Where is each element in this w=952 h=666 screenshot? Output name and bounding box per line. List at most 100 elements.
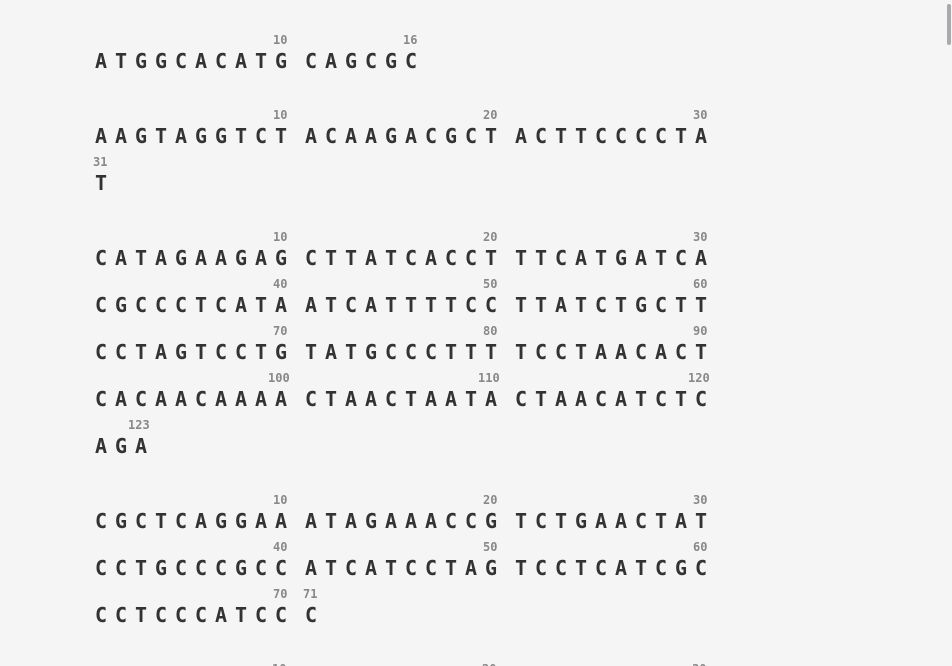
- nucleotide: T: [235, 603, 248, 627]
- nucleotide: C: [555, 556, 568, 580]
- position-label: 110: [478, 371, 500, 385]
- nucleotide: T: [695, 293, 708, 317]
- nucleotide: C: [385, 340, 398, 364]
- nucleotide: T: [155, 509, 168, 533]
- nucleotide: C: [425, 124, 438, 148]
- nucleotide: C: [535, 340, 548, 364]
- position-label: 50: [483, 277, 498, 291]
- nucleotide: A: [175, 387, 188, 411]
- nucleotide: A: [365, 124, 378, 148]
- nucleotide: A: [175, 124, 188, 148]
- nucleotide: T: [555, 124, 568, 148]
- nucleotide: A: [345, 124, 358, 148]
- sequence-line: 10 20 30: [95, 662, 895, 666]
- position-label: 10: [272, 662, 286, 666]
- nucleotide: C: [215, 556, 228, 580]
- nucleotide: C: [655, 124, 668, 148]
- nucleotide: G: [175, 340, 188, 364]
- nucleotide: G: [385, 124, 398, 148]
- nucleotide: C: [595, 387, 608, 411]
- nucleotide: G: [615, 246, 628, 270]
- nucleotide: G: [155, 556, 168, 580]
- nucleotide: G: [235, 509, 248, 533]
- nucleotide: C: [675, 340, 688, 364]
- nucleotide: T: [255, 49, 268, 73]
- position-label: 31: [93, 155, 108, 169]
- nucleotide: A: [255, 387, 268, 411]
- position-label: 16: [403, 33, 418, 47]
- nucleotide: C: [95, 246, 108, 270]
- nucleotide: A: [305, 509, 318, 533]
- nucleotide: A: [425, 509, 438, 533]
- nucleotide: A: [135, 434, 148, 458]
- nucleotide: G: [635, 293, 648, 317]
- nucleotide: A: [305, 556, 318, 580]
- nucleotide: C: [175, 293, 188, 317]
- nucleotide: C: [425, 556, 438, 580]
- nucleotide: A: [575, 387, 588, 411]
- nucleotide: T: [655, 246, 668, 270]
- nucleotide: C: [215, 49, 228, 73]
- sequence-line: A A G T A G G T C T 10 A C A A G A C G C T 20 A C T T C C C C T A 30: [95, 108, 895, 155]
- nucleotide: T: [325, 556, 338, 580]
- nucleotide: C: [275, 556, 288, 580]
- nucleotide: C: [115, 340, 128, 364]
- nucleotide: G: [175, 246, 188, 270]
- nucleotide: A: [555, 293, 568, 317]
- nucleotide: T: [635, 387, 648, 411]
- nucleotide: T: [655, 509, 668, 533]
- nucleotide: C: [275, 603, 288, 627]
- nucleotide: C: [195, 387, 208, 411]
- nucleotide: T: [135, 603, 148, 627]
- position-label: 70: [273, 587, 288, 601]
- nucleotide: A: [595, 509, 608, 533]
- nucleotide: T: [385, 293, 398, 317]
- nucleotide: A: [385, 509, 398, 533]
- nucleotide: T: [485, 340, 498, 364]
- nucleotide: C: [405, 556, 418, 580]
- nucleotide: A: [425, 246, 438, 270]
- nucleotide: C: [405, 340, 418, 364]
- nucleotide: A: [115, 246, 128, 270]
- nucleotide: C: [305, 49, 318, 73]
- nucleotide: C: [235, 340, 248, 364]
- nucleotide: G: [365, 509, 378, 533]
- nucleotide: C: [445, 509, 458, 533]
- nucleotide: A: [195, 49, 208, 73]
- nucleotide: T: [195, 293, 208, 317]
- nucleotide: A: [305, 293, 318, 317]
- nucleotide: C: [175, 509, 188, 533]
- nucleotide: C: [345, 293, 358, 317]
- nucleotide: C: [305, 246, 318, 270]
- nucleotide: A: [345, 509, 358, 533]
- nucleotide: C: [255, 124, 268, 148]
- nucleotide: T: [445, 293, 458, 317]
- nucleotide: T: [575, 340, 588, 364]
- nucleotide: C: [115, 556, 128, 580]
- nucleotide: C: [445, 246, 458, 270]
- nucleotide: A: [695, 124, 708, 148]
- nucleotide: A: [365, 387, 378, 411]
- nucleotide: C: [365, 49, 378, 73]
- nucleotide: T: [675, 293, 688, 317]
- nucleotide: C: [595, 556, 608, 580]
- nucleotide: C: [595, 124, 608, 148]
- nucleotide: C: [95, 556, 108, 580]
- nucleotide: T: [255, 340, 268, 364]
- nucleotide: G: [275, 49, 288, 73]
- nucleotide: C: [305, 603, 318, 627]
- nucleotide: A: [465, 556, 478, 580]
- nucleotide: A: [275, 509, 288, 533]
- nucleotide: G: [275, 246, 288, 270]
- scrollbar-thumb[interactable]: [947, 4, 951, 45]
- nucleotide: C: [115, 603, 128, 627]
- nucleotide: A: [95, 49, 108, 73]
- nucleotide: A: [445, 387, 458, 411]
- position-label: 20: [483, 108, 498, 122]
- nucleotide: T: [515, 340, 528, 364]
- nucleotide: T: [635, 556, 648, 580]
- nucleotide: T: [195, 340, 208, 364]
- nucleotide: T: [615, 293, 628, 317]
- nucleotide: G: [115, 434, 128, 458]
- vertical-scrollbar[interactable]: [946, 0, 952, 666]
